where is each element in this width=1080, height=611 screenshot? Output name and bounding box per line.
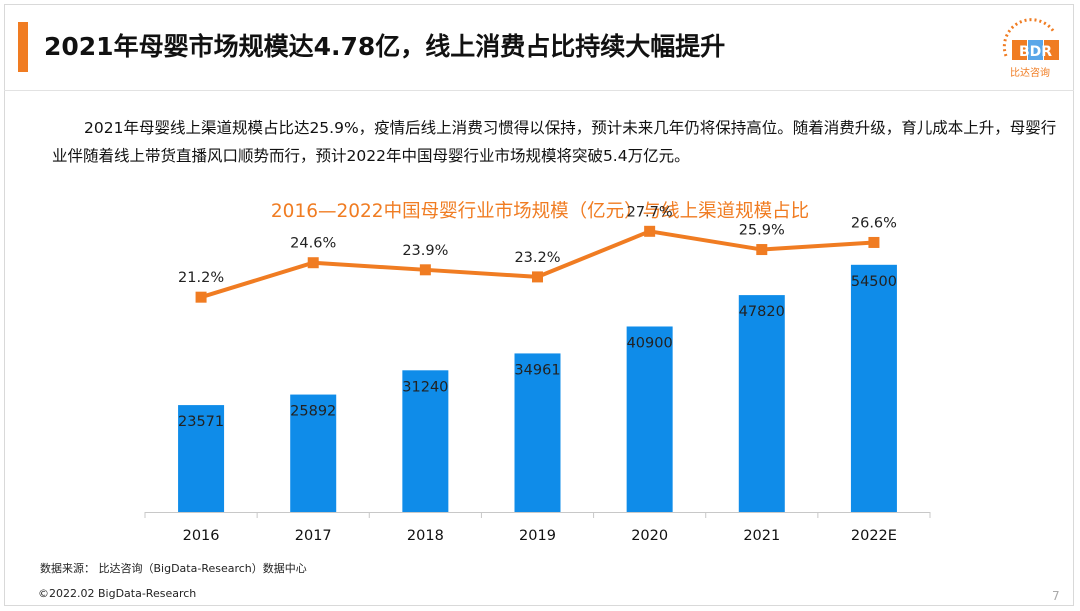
bar-2022E [850,264,897,512]
x-tick-label-2017: 2017 [295,528,332,544]
chart-title: 2016—2022中国母婴行业市场规模（亿元）与线上渠道规模占比 [270,201,810,222]
bar-2017 [290,394,337,512]
copyright: ©2022.02 BigData-Research [38,587,197,600]
share-label-2022E: 26.6% [851,215,897,231]
bar-label-2020: 40900 [627,335,673,351]
bar-label-2021: 47820 [739,304,785,320]
bdr-logo-icon: BDR [1002,18,1059,60]
title-accent-bar [18,22,28,72]
bar-label-2016: 23571 [178,414,224,430]
page-number: 7 [1052,589,1060,603]
share-label-2021: 25.9% [739,223,785,239]
logo-subtitle: 比达咨询 [1010,68,1050,79]
bar-2020 [626,326,673,512]
share-label-2017: 24.6% [290,236,336,252]
bar-2018 [402,370,449,512]
bar-label-2022E: 54500 [851,274,897,290]
share-label-2020: 27.7% [627,204,673,220]
bar-label-2018: 31240 [402,379,448,395]
bar-2021 [738,295,785,512]
slide-frame [4,4,1074,606]
bar-label-2019: 34961 [514,362,560,378]
x-tick-label-2021: 2021 [743,528,780,544]
share-point-2016 [195,291,207,303]
x-tick-label-2022E: 2022E [851,528,897,544]
x-tick-label-2019: 2019 [519,528,556,544]
logo-text: BDR [1019,44,1052,60]
share-point-2017 [307,257,319,269]
share-point-2019 [532,271,543,283]
bar-2019 [514,353,561,512]
x-tick-label-2018: 2018 [407,528,444,544]
bar-2016 [178,405,225,512]
page-title: 2021年母婴市场规模达4.78亿，线上消费占比持续大幅提升 [44,32,726,61]
intro-text: 2021年母婴线上渠道规模占比达25.9%，疫情后线上消费习惯得以保持，预计未来… [52,114,1057,170]
share-label-2019: 23.2% [514,250,560,266]
intro-paragraph: 2021年母婴线上渠道规模占比达25.9%，疫情后线上消费习惯得以保持，预计未来… [52,119,1057,165]
share-point-2020 [644,225,656,237]
share-point-2022E [868,236,880,248]
x-tick-label-2020: 2020 [631,528,668,544]
share-label-2018: 23.9% [402,243,448,259]
share-point-2021 [756,244,768,256]
header-divider [4,90,1074,91]
bar-label-2017: 25892 [290,404,336,420]
x-tick-label-2016: 2016 [183,528,220,544]
data-source: 数据来源： 比达咨询（BigData-Research）数据中心 [40,562,307,575]
share-label-2016: 21.2% [178,270,224,286]
share-point-2018 [419,264,431,276]
